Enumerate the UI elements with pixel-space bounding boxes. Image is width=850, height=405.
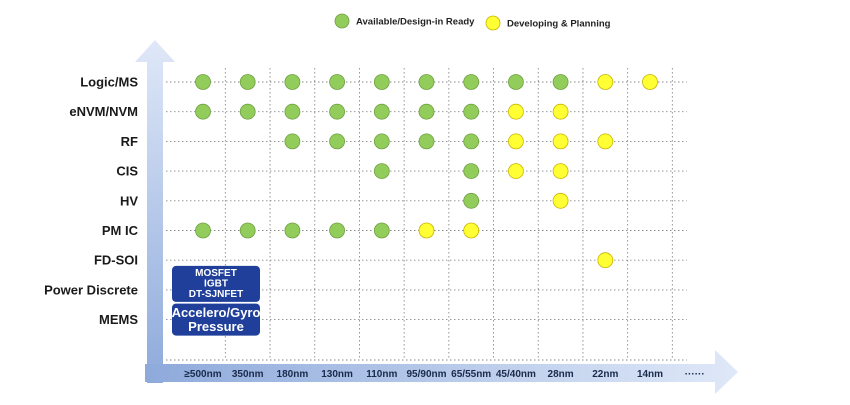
x-tick-label: 95/90nm [406, 369, 446, 380]
point-available [373, 222, 390, 239]
point-available [418, 133, 435, 150]
x-tick-label: ≥500nm [184, 369, 221, 380]
point-developing [508, 163, 524, 180]
point-available [195, 74, 211, 90]
y-tick-label: FD-SOI [94, 253, 138, 268]
process-box-label: DT-SJNFET [189, 289, 243, 300]
point-developing [552, 133, 569, 150]
y-tick-label: CIS [116, 164, 138, 179]
point-developing [508, 133, 524, 150]
legend-label-developing: Developing & Planning [507, 19, 611, 30]
legend: Available/Design-in Ready Developing & Pl… [334, 13, 611, 31]
point-developing [552, 192, 569, 209]
point-available [195, 222, 211, 239]
y-tick-label: HV [120, 193, 138, 208]
point-available [329, 74, 346, 90]
point-available [284, 222, 301, 239]
point-available [239, 222, 256, 239]
x-tick-label: 28nm [548, 369, 574, 380]
point-available [373, 74, 390, 90]
point-available [284, 103, 301, 120]
process-box-label: MOSFET [195, 268, 237, 279]
point-available [239, 74, 256, 90]
point-available [329, 103, 346, 120]
x-tick-label: 22nm [592, 369, 618, 380]
y-tick-label: MEMS [99, 312, 138, 327]
point-available [284, 133, 301, 150]
point-available [463, 192, 480, 209]
point-developing [597, 133, 614, 150]
x-tick-label: 14nm [637, 369, 663, 380]
x-tick-label: 45/40nm [496, 369, 536, 380]
x-tick-label: ······ [685, 369, 705, 380]
point-developing [597, 252, 614, 269]
process-box-label: Accelero/Gyro [172, 305, 261, 320]
point-available [329, 222, 346, 239]
point-available [239, 103, 256, 120]
point-available [463, 163, 480, 180]
x-axis-labels: ≥500nm 350nm 180nm 130nm 110nm 95/90nm 65/55nm… [184, 369, 704, 380]
process-box [172, 265, 260, 302]
process-box [172, 303, 260, 336]
point-available [508, 74, 524, 90]
process-box-label: IGBT [204, 279, 228, 290]
watermark: 车东西 [757, 370, 823, 396]
point-developing [552, 163, 569, 180]
point-developing [552, 103, 569, 120]
point-developing [597, 74, 614, 90]
point-available [418, 74, 435, 90]
point-available [329, 133, 346, 150]
point-available [463, 74, 480, 90]
x-axis-arrow [145, 350, 738, 394]
point-available [418, 103, 435, 120]
y-axis-labels: Logic/MS eNVM/NVM RF CIS HV PM IC FD-SOI Power … [44, 75, 139, 328]
point-available [373, 163, 390, 180]
point-developing [463, 222, 480, 239]
point-available [463, 133, 480, 150]
x-tick-label: 130nm [321, 369, 353, 380]
legend-label-available: Available/Design-in Ready [356, 17, 475, 28]
point-developing [508, 103, 524, 120]
legend-marker-developing [485, 15, 501, 31]
x-tick-label: 110nm [366, 369, 397, 380]
y-tick-label: RF [121, 134, 138, 149]
x-tick-label: 65/55nm [451, 369, 491, 380]
process-box-label: Pressure [188, 319, 244, 334]
y-tick-label: eNVM/NVM [69, 104, 138, 119]
x-tick-label: 350nm [232, 369, 264, 380]
y-tick-label: PM IC [102, 223, 139, 238]
x-tick-label: 180nm [277, 369, 309, 380]
point-available [373, 103, 390, 120]
y-tick-label: Power Discrete [44, 282, 138, 297]
point-available [284, 74, 301, 90]
point-available [195, 103, 211, 120]
data-points [195, 74, 658, 269]
legend-marker-available [334, 13, 350, 29]
y-tick-label: Logic/MS [80, 75, 138, 90]
point-developing [418, 222, 435, 239]
point-available [463, 103, 480, 120]
point-available [373, 133, 390, 150]
y-axis-arrow [135, 40, 175, 383]
point-available [552, 74, 569, 90]
point-developing [642, 74, 658, 90]
